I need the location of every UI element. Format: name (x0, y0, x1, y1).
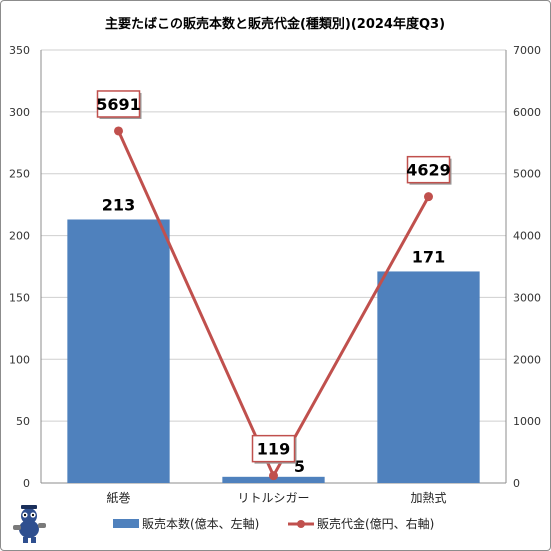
mascot-logo (13, 505, 46, 543)
bar-series (67, 219, 480, 483)
legend: 販売本数(億本、左軸) 販売代金(億円、右軸) (113, 516, 434, 531)
category-label: 加熱式 (410, 491, 446, 505)
bar-data-label: 171 (412, 247, 445, 266)
category-label: 紙巻 (106, 490, 130, 505)
legend-item-bars: 販売本数(億本、左軸) (113, 516, 259, 531)
left-tick-label: 250 (9, 168, 30, 181)
right-axis-ticks: 0 1000 2000 3000 4000 5000 6000 7000 (513, 44, 541, 490)
bar-data-labels: 213 5 171 (102, 195, 445, 475)
line-point (424, 192, 433, 202)
line-point (114, 126, 123, 136)
left-tick-label: 350 (9, 44, 30, 57)
line-label-box (251, 434, 296, 463)
legend-bar-swatch (113, 519, 139, 528)
chart-title: 主要たばこの販売本数と販売代金(種類別)(2024年度Q3) (105, 16, 445, 32)
legend-line-marker (297, 520, 305, 528)
right-tick-label: 6000 (513, 106, 541, 119)
left-tick-label: 150 (9, 291, 30, 304)
line-data-label: 4629 (406, 161, 451, 180)
bar-data-label: 213 (102, 195, 135, 214)
left-tick-label: 50 (16, 415, 30, 428)
right-tick-label: 4000 (513, 230, 541, 243)
legend-line-label: 販売代金(億円、右軸) (317, 516, 434, 531)
left-tick-label: 200 (9, 230, 30, 243)
line-series (114, 126, 433, 481)
category-label: リトルシガー (237, 491, 309, 505)
line-data-labels: 5691 119 4629 (96, 90, 452, 464)
right-tick-label: 3000 (513, 291, 541, 304)
line-data-label: 119 (257, 440, 290, 459)
right-tick-label: 0 (513, 477, 520, 490)
line-label-box (406, 155, 451, 184)
bar (377, 271, 480, 483)
legend-item-line: 販売代金(億円、右軸) (288, 516, 434, 531)
line-label-box (96, 90, 141, 118)
line-data-label: 5691 (96, 95, 141, 114)
left-tick-label: 300 (9, 106, 30, 119)
left-tick-label: 0 (23, 477, 30, 490)
left-tick-label: 100 (9, 353, 30, 366)
category-labels: 紙巻 リトルシガー 加熱式 (106, 490, 446, 505)
left-axis-ticks: 0 50 100 150 200 250 300 350 (9, 44, 30, 490)
bar-data-label: 5 (294, 457, 305, 476)
right-tick-label: 5000 (513, 168, 541, 181)
bar (67, 219, 170, 483)
line-point (269, 471, 278, 481)
right-tick-label: 7000 (513, 44, 541, 57)
legend-bar-label: 販売本数(億本、左軸) (142, 516, 259, 531)
right-tick-label: 1000 (513, 415, 541, 428)
right-tick-label: 2000 (513, 353, 541, 366)
